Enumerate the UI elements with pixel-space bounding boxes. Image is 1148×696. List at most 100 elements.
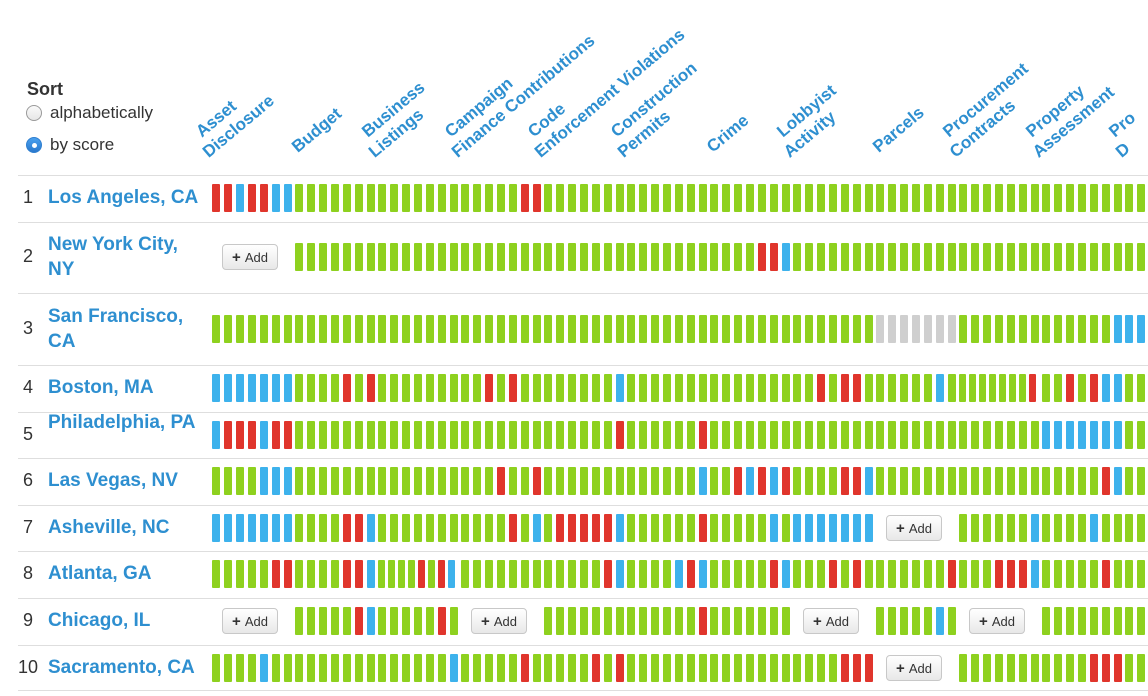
- city-link[interactable]: Philadelphia, PA: [48, 412, 196, 433]
- score-bar[interactable]: [604, 184, 612, 212]
- score-bar[interactable]: [212, 314, 220, 343]
- score-bar[interactable]: [817, 421, 825, 449]
- score-bar[interactable]: [378, 654, 386, 682]
- score-bar[interactable]: [580, 421, 588, 449]
- score-bar[interactable]: [485, 514, 493, 542]
- score-bar[interactable]: [687, 560, 695, 588]
- score-bar[interactable]: [722, 314, 730, 343]
- score-bar[interactable]: [924, 467, 932, 495]
- score-bar[interactable]: [390, 654, 398, 682]
- score-bar[interactable]: [876, 421, 884, 449]
- score-bar[interactable]: [556, 560, 564, 588]
- score-bar[interactable]: [1019, 421, 1027, 449]
- score-bar[interactable]: [1090, 374, 1098, 402]
- score-bar[interactable]: [948, 243, 956, 271]
- score-bar[interactable]: [295, 467, 303, 495]
- city-link[interactable]: Chicago, IL: [48, 610, 151, 631]
- score-bar[interactable]: [556, 314, 564, 343]
- score-bar[interactable]: [900, 243, 908, 271]
- score-bar[interactable]: [876, 607, 884, 635]
- score-bar[interactable]: [805, 243, 813, 271]
- score-bar[interactable]: [663, 184, 671, 212]
- score-bar[interactable]: [948, 314, 956, 343]
- score-bar[interactable]: [295, 421, 303, 449]
- score-bar[interactable]: [1125, 654, 1133, 682]
- score-bar[interactable]: [616, 514, 624, 542]
- score-bar[interactable]: [865, 421, 873, 449]
- score-bar[interactable]: [426, 654, 434, 682]
- score-bar[interactable]: [1125, 374, 1133, 402]
- score-bar[interactable]: [248, 184, 256, 212]
- score-bar[interactable]: [805, 314, 813, 343]
- score-bar[interactable]: [722, 374, 730, 402]
- score-bar[interactable]: [1078, 421, 1086, 449]
- score-bar[interactable]: [1090, 184, 1098, 212]
- score-bar[interactable]: [651, 560, 659, 588]
- score-bar[interactable]: [699, 421, 707, 449]
- score-bar[interactable]: [556, 514, 564, 542]
- score-bar[interactable]: [924, 314, 932, 343]
- score-bar[interactable]: [1090, 243, 1098, 271]
- score-bar[interactable]: [1114, 374, 1122, 402]
- city-link[interactable]: New York City, NY: [48, 234, 178, 280]
- score-bar[interactable]: [639, 421, 647, 449]
- score-bar[interactable]: [829, 314, 837, 343]
- score-bar[interactable]: [722, 654, 730, 682]
- score-bar[interactable]: [734, 607, 742, 635]
- score-bar[interactable]: [1102, 607, 1110, 635]
- score-bar[interactable]: [295, 314, 303, 343]
- score-bar[interactable]: [1042, 467, 1050, 495]
- score-bar[interactable]: [651, 374, 659, 402]
- score-bar[interactable]: [924, 374, 932, 402]
- score-bar[interactable]: [805, 467, 813, 495]
- score-bar[interactable]: [509, 184, 517, 212]
- score-bar[interactable]: [461, 654, 469, 682]
- score-bar[interactable]: [699, 467, 707, 495]
- score-bar[interactable]: [438, 374, 446, 402]
- score-bar[interactable]: [699, 607, 707, 635]
- score-bar[interactable]: [1019, 514, 1027, 542]
- score-bar[interactable]: [556, 374, 564, 402]
- score-bar[interactable]: [448, 560, 455, 588]
- score-bar[interactable]: [272, 374, 280, 402]
- score-bar[interactable]: [544, 514, 552, 542]
- score-bar[interactable]: [580, 560, 588, 588]
- score-bar[interactable]: [568, 560, 576, 588]
- score-bar[interactable]: [355, 314, 363, 343]
- score-bar[interactable]: [1031, 243, 1039, 271]
- score-bar[interactable]: [604, 560, 612, 588]
- score-bar[interactable]: [876, 467, 884, 495]
- score-bar[interactable]: [639, 560, 647, 588]
- score-bar[interactable]: [959, 421, 967, 449]
- score-bar[interactable]: [1102, 314, 1110, 343]
- score-bar[interactable]: [224, 467, 232, 495]
- score-bar[interactable]: [343, 560, 351, 588]
- score-bar[interactable]: [461, 514, 469, 542]
- score-bar[interactable]: [746, 243, 754, 271]
- score-bar[interactable]: [900, 314, 908, 343]
- score-bar[interactable]: [295, 654, 303, 682]
- score-bar[interactable]: [461, 374, 469, 402]
- score-bar[interactable]: [782, 607, 790, 635]
- score-bar[interactable]: [1007, 184, 1015, 212]
- score-bar[interactable]: [995, 560, 1003, 588]
- score-bar[interactable]: [402, 514, 410, 542]
- score-bar[interactable]: [272, 314, 280, 343]
- column-header-budget[interactable]: Budget: [288, 104, 346, 157]
- score-bar[interactable]: [675, 560, 683, 588]
- score-bar[interactable]: [805, 514, 813, 542]
- score-bar[interactable]: [936, 560, 944, 588]
- score-bar[interactable]: [580, 514, 588, 542]
- score-bar[interactable]: [260, 654, 268, 682]
- score-bar[interactable]: [793, 243, 801, 271]
- score-bar[interactable]: [782, 421, 790, 449]
- score-bar[interactable]: [604, 314, 612, 343]
- score-bar[interactable]: [829, 467, 837, 495]
- score-bar[interactable]: [331, 560, 339, 588]
- score-bar[interactable]: [343, 314, 351, 343]
- score-bar[interactable]: [999, 374, 1006, 402]
- radio-unchecked-icon[interactable]: [26, 105, 42, 121]
- score-bar[interactable]: [746, 374, 754, 402]
- city-link[interactable]: Asheville, NC: [48, 517, 170, 538]
- score-bar[interactable]: [817, 374, 825, 402]
